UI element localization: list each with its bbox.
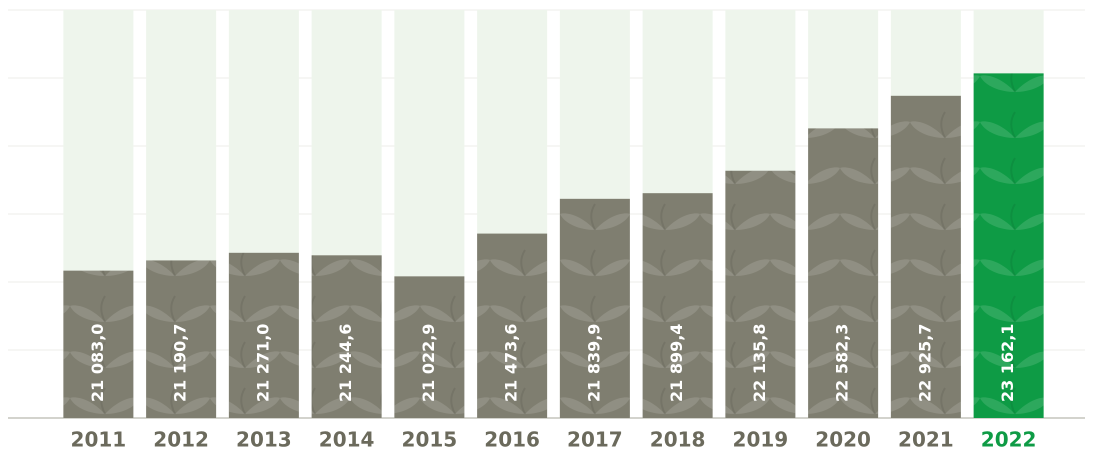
value-label: 21 022,9 xyxy=(419,324,438,402)
bar-texture xyxy=(228,252,299,418)
bar-texture xyxy=(725,170,796,418)
x-tick-label: 2015 xyxy=(402,428,458,452)
value-label: 21 839,9 xyxy=(584,324,603,402)
x-tick-label: 2013 xyxy=(236,428,292,452)
x-tick-label: 2017 xyxy=(567,428,623,452)
bar-texture xyxy=(477,233,548,418)
value-label: 22 925,7 xyxy=(915,324,934,402)
value-label: 21 190,7 xyxy=(171,324,190,402)
value-label: 21 473,6 xyxy=(502,324,521,402)
bar-texture xyxy=(63,270,134,418)
value-label: 21 244,6 xyxy=(336,324,355,402)
value-label: 22 582,3 xyxy=(833,324,852,402)
x-tick-label: 2019 xyxy=(733,428,789,452)
value-label: 23 162,1 xyxy=(998,324,1017,402)
bar-texture xyxy=(559,198,630,418)
x-tick-label: 2021 xyxy=(898,428,954,452)
bar-texture xyxy=(146,260,217,418)
value-label: 21 083,0 xyxy=(88,324,107,402)
value-label: 22 135,8 xyxy=(750,324,769,402)
bar-texture xyxy=(394,276,465,418)
x-tick-label: 2016 xyxy=(484,428,540,452)
bar-texture xyxy=(808,128,879,418)
value-label: 21 271,0 xyxy=(253,324,272,402)
bar-texture xyxy=(311,255,382,418)
bar-texture xyxy=(973,73,1044,419)
x-tick-label: 2012 xyxy=(153,428,209,452)
x-tick-label: 2014 xyxy=(319,428,375,452)
bar-texture xyxy=(642,193,713,418)
x-tick-label: 2022 xyxy=(981,428,1037,452)
x-tick-label: 2018 xyxy=(650,428,706,452)
x-tick-label: 2020 xyxy=(815,428,871,452)
bar-texture xyxy=(890,95,961,419)
value-label: 21 899,4 xyxy=(667,324,686,402)
x-tick-label: 2011 xyxy=(71,428,127,452)
